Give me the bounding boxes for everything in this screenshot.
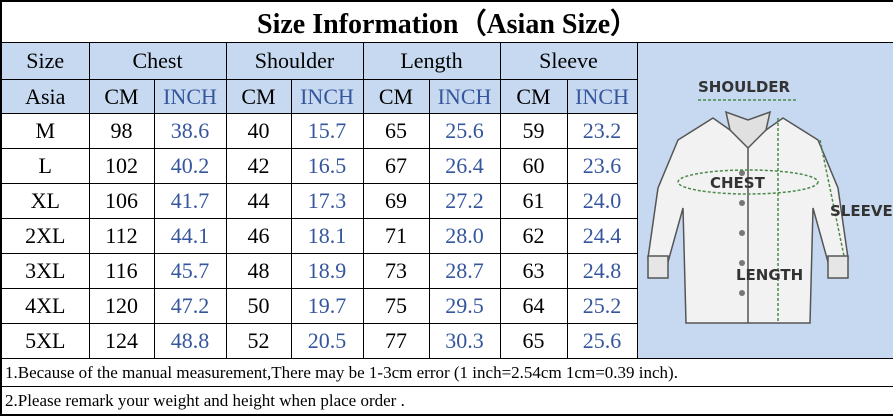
group-header: Sleeve bbox=[499, 42, 638, 80]
size-value: 50 bbox=[225, 288, 292, 324]
size-value: 102 bbox=[88, 148, 155, 184]
sub-header: CM bbox=[362, 79, 430, 114]
note: 2.Please remark your weight and height w… bbox=[0, 386, 893, 416]
size-value: 61 bbox=[499, 183, 568, 219]
sub-header: INCH bbox=[290, 79, 364, 114]
label-length: LENGTH bbox=[736, 266, 803, 284]
size-value: 27.2 bbox=[428, 183, 501, 219]
size-name: L bbox=[0, 148, 90, 184]
sub-header: INCH bbox=[153, 79, 227, 114]
size-value: 62 bbox=[499, 218, 568, 254]
size-value: 98 bbox=[88, 113, 155, 149]
title: Size Information（Asian Size） bbox=[0, 0, 893, 43]
size-value: 75 bbox=[362, 288, 430, 324]
size-value: 17.3 bbox=[290, 183, 364, 219]
sub-header: CM bbox=[88, 79, 155, 114]
size-name: 5XL bbox=[0, 323, 90, 359]
size-value: 65 bbox=[362, 113, 430, 149]
size-name: 2XL bbox=[0, 218, 90, 254]
size-value: 16.5 bbox=[290, 148, 364, 184]
size-value: 26.4 bbox=[428, 148, 501, 184]
size-value: 38.6 bbox=[153, 113, 227, 149]
size-value: 65 bbox=[499, 323, 568, 359]
size-value: 120 bbox=[88, 288, 155, 324]
size-value: 25.6 bbox=[428, 113, 501, 149]
note: 1.Because of the manual measurement,Ther… bbox=[0, 358, 893, 387]
group-header: Shoulder bbox=[225, 42, 364, 80]
size-value: 23.6 bbox=[566, 148, 638, 184]
size-value: 24.8 bbox=[566, 253, 638, 289]
sub-header: INCH bbox=[566, 79, 638, 114]
size-value: 28.7 bbox=[428, 253, 501, 289]
size-value: 29.5 bbox=[428, 288, 501, 324]
size-value: 25.6 bbox=[566, 323, 638, 359]
size-value: 77 bbox=[362, 323, 430, 359]
size-value: 44 bbox=[225, 183, 292, 219]
size-value: 52 bbox=[225, 323, 292, 359]
size-value: 46 bbox=[225, 218, 292, 254]
label-shoulder: SHOULDER bbox=[698, 78, 791, 96]
size-value: 64 bbox=[499, 288, 568, 324]
size-value: 116 bbox=[88, 253, 155, 289]
buttons bbox=[738, 169, 745, 296]
size-value: 45.7 bbox=[153, 253, 227, 289]
size-value: 60 bbox=[499, 148, 568, 184]
size-value: 18.1 bbox=[290, 218, 364, 254]
size-name: 3XL bbox=[0, 253, 90, 289]
size-value: 48.8 bbox=[153, 323, 227, 359]
size-value: 25.2 bbox=[566, 288, 638, 324]
shirt-diagram: SHOULDER CHEST SLEEVE LENGTH bbox=[646, 78, 893, 324]
size-value: 124 bbox=[88, 323, 155, 359]
size-value: 67 bbox=[362, 148, 430, 184]
size-value: 20.5 bbox=[290, 323, 364, 359]
size-value: 24.4 bbox=[566, 218, 638, 254]
size-value: 28.0 bbox=[428, 218, 501, 254]
group-header: Chest bbox=[88, 42, 227, 80]
size-value: 19.7 bbox=[290, 288, 364, 324]
size-value: 24.0 bbox=[566, 183, 638, 219]
measure-lines bbox=[677, 98, 845, 323]
size-name: M bbox=[0, 113, 90, 149]
size-value: 15.7 bbox=[290, 113, 364, 149]
size-value: 59 bbox=[499, 113, 568, 149]
sub-header: Asia bbox=[0, 79, 90, 114]
label-sleeve: SLEEVE bbox=[830, 202, 893, 220]
diagram-cell: SHOULDER CHEST SLEEVE LENGTH bbox=[636, 42, 893, 359]
size-value: 30.3 bbox=[428, 323, 501, 359]
sub-header: CM bbox=[499, 79, 568, 114]
size-value: 47.2 bbox=[153, 288, 227, 324]
group-header: Size bbox=[0, 42, 90, 80]
sub-header: INCH bbox=[428, 79, 501, 114]
size-value: 71 bbox=[362, 218, 430, 254]
size-value: 69 bbox=[362, 183, 430, 219]
size-value: 23.2 bbox=[566, 113, 638, 149]
size-value: 40.2 bbox=[153, 148, 227, 184]
size-value: 42 bbox=[225, 148, 292, 184]
size-name: 4XL bbox=[0, 288, 90, 324]
size-value: 63 bbox=[499, 253, 568, 289]
size-value: 106 bbox=[88, 183, 155, 219]
size-value: 41.7 bbox=[153, 183, 227, 219]
size-value: 18.9 bbox=[290, 253, 364, 289]
size-value: 44.1 bbox=[153, 218, 227, 254]
shirt-outline bbox=[646, 110, 849, 324]
size-value: 112 bbox=[88, 218, 155, 254]
sub-header: CM bbox=[225, 79, 292, 114]
label-chest: CHEST bbox=[710, 174, 766, 192]
size-name: XL bbox=[0, 183, 90, 219]
size-value: 40 bbox=[225, 113, 292, 149]
group-header: Length bbox=[362, 42, 501, 80]
size-value: 73 bbox=[362, 253, 430, 289]
size-value: 48 bbox=[225, 253, 292, 289]
